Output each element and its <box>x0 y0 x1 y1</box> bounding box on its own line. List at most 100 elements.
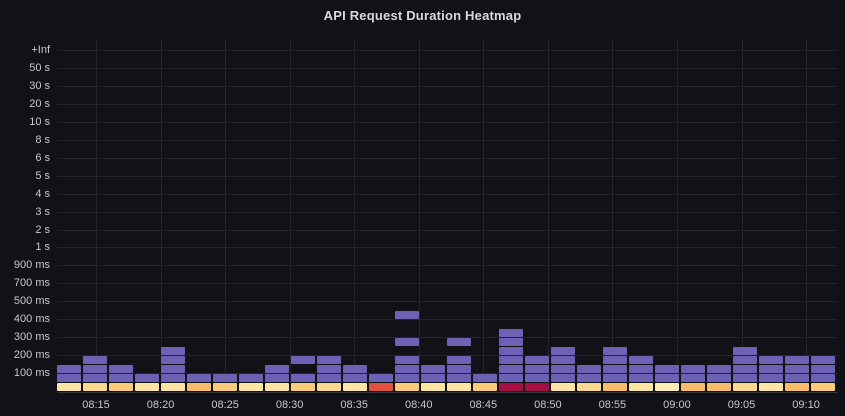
heatmap-cell[interactable] <box>291 382 315 391</box>
heatmap-cell[interactable] <box>499 328 523 337</box>
heatmap-cell[interactable] <box>551 364 575 373</box>
heatmap-cell[interactable] <box>499 337 523 346</box>
heatmap-cell[interactable] <box>291 355 315 364</box>
heatmap-cell[interactable] <box>603 355 627 364</box>
heatmap-cell[interactable] <box>733 373 757 382</box>
heatmap-cell[interactable] <box>213 382 237 391</box>
heatmap-cell[interactable] <box>759 364 783 373</box>
heatmap-cell[interactable] <box>681 373 705 382</box>
heatmap-cell[interactable] <box>577 373 601 382</box>
heatmap-cell[interactable] <box>421 364 445 373</box>
heatmap-cell[interactable] <box>655 382 679 391</box>
heatmap-cell[interactable] <box>473 382 497 391</box>
heatmap-cell[interactable] <box>83 364 107 373</box>
heatmap-cell[interactable] <box>317 355 341 364</box>
heatmap-cell[interactable] <box>551 346 575 355</box>
heatmap-cell[interactable] <box>395 373 419 382</box>
heatmap-cell[interactable] <box>135 373 159 382</box>
heatmap-cell[interactable] <box>187 382 211 391</box>
heatmap-cell[interactable] <box>109 382 133 391</box>
heatmap-cell[interactable] <box>473 373 497 382</box>
heatmap-cell[interactable] <box>707 382 731 391</box>
heatmap-cell[interactable] <box>785 382 809 391</box>
heatmap-cell[interactable] <box>681 382 705 391</box>
heatmap-cell[interactable] <box>447 355 471 364</box>
heatmap-cell[interactable] <box>343 373 367 382</box>
heatmap-cell[interactable] <box>499 382 523 391</box>
heatmap-cell[interactable] <box>577 382 601 391</box>
heatmap-cell[interactable] <box>603 373 627 382</box>
heatmap-cell[interactable] <box>447 337 471 346</box>
heatmap-cell[interactable] <box>369 373 393 382</box>
heatmap-cell[interactable] <box>603 364 627 373</box>
heatmap-cell[interactable] <box>655 364 679 373</box>
heatmap-cell[interactable] <box>499 355 523 364</box>
heatmap-cell[interactable] <box>57 382 81 391</box>
heatmap-cell[interactable] <box>447 382 471 391</box>
heatmap-cell[interactable] <box>57 364 81 373</box>
heatmap-cell[interactable] <box>551 382 575 391</box>
heatmap-cell[interactable] <box>551 355 575 364</box>
heatmap-cell[interactable] <box>317 364 341 373</box>
heatmap-cell[interactable] <box>343 364 367 373</box>
heatmap-cell[interactable] <box>317 382 341 391</box>
heatmap-cell[interactable] <box>187 373 211 382</box>
heatmap-cell[interactable] <box>369 382 393 391</box>
heatmap-cell[interactable] <box>83 382 107 391</box>
heatmap-cell[interactable] <box>291 373 315 382</box>
heatmap-cell[interactable] <box>161 346 185 355</box>
heatmap-cell[interactable] <box>447 364 471 373</box>
heatmap-cell[interactable] <box>577 364 601 373</box>
heatmap-cell[interactable] <box>395 355 419 364</box>
heatmap-cell[interactable] <box>421 373 445 382</box>
heatmap-cell[interactable] <box>629 382 653 391</box>
heatmap-cell[interactable] <box>499 373 523 382</box>
heatmap-cell[interactable] <box>733 364 757 373</box>
heatmap-cell[interactable] <box>57 373 81 382</box>
heatmap-cell[interactable] <box>525 382 549 391</box>
heatmap-cell[interactable] <box>603 382 627 391</box>
heatmap-cell[interactable] <box>239 373 263 382</box>
heatmap-cell[interactable] <box>629 373 653 382</box>
heatmap-cell[interactable] <box>707 364 731 373</box>
heatmap-cell[interactable] <box>811 373 835 382</box>
heatmap-cell[interactable] <box>135 382 159 391</box>
heatmap-cell[interactable] <box>629 355 653 364</box>
heatmap-cell[interactable] <box>551 373 575 382</box>
heatmap-cell[interactable] <box>785 373 809 382</box>
heatmap-cell[interactable] <box>83 373 107 382</box>
heatmap-cell[interactable] <box>733 355 757 364</box>
heatmap-cell[interactable] <box>395 382 419 391</box>
heatmap-cell[interactable] <box>83 355 107 364</box>
heatmap-cell[interactable] <box>785 355 809 364</box>
heatmap-cell[interactable] <box>395 364 419 373</box>
heatmap-cell[interactable] <box>265 382 289 391</box>
heatmap-cell[interactable] <box>759 355 783 364</box>
heatmap-cell[interactable] <box>109 373 133 382</box>
heatmap-cell[interactable] <box>785 364 809 373</box>
heatmap-cell[interactable] <box>395 337 419 346</box>
heatmap-cell[interactable] <box>525 364 549 373</box>
heatmap-cell[interactable] <box>421 382 445 391</box>
heatmap-cell[interactable] <box>161 364 185 373</box>
heatmap-cell[interactable] <box>525 373 549 382</box>
heatmap-cell[interactable] <box>629 364 653 373</box>
heatmap-cell[interactable] <box>759 373 783 382</box>
heatmap-cell[interactable] <box>265 373 289 382</box>
heatmap-cell[interactable] <box>811 364 835 373</box>
heatmap-cell[interactable] <box>109 364 133 373</box>
heatmap-cell[interactable] <box>161 382 185 391</box>
panel-title[interactable]: API Request Duration Heatmap <box>323 8 522 23</box>
heatmap-cell[interactable] <box>239 382 263 391</box>
heatmap-cell[interactable] <box>499 364 523 373</box>
heatmap-cell[interactable] <box>707 373 731 382</box>
heatmap-cell[interactable] <box>317 373 341 382</box>
heatmap-cell[interactable] <box>161 373 185 382</box>
heatmap-cell[interactable] <box>733 346 757 355</box>
heatmap-cell[interactable] <box>655 373 679 382</box>
heatmap-cell[interactable] <box>759 382 783 391</box>
heatmap-cell[interactable] <box>733 382 757 391</box>
heatmap-cell[interactable] <box>447 373 471 382</box>
heatmap-cell[interactable] <box>811 382 835 391</box>
heatmap-cell[interactable] <box>681 364 705 373</box>
